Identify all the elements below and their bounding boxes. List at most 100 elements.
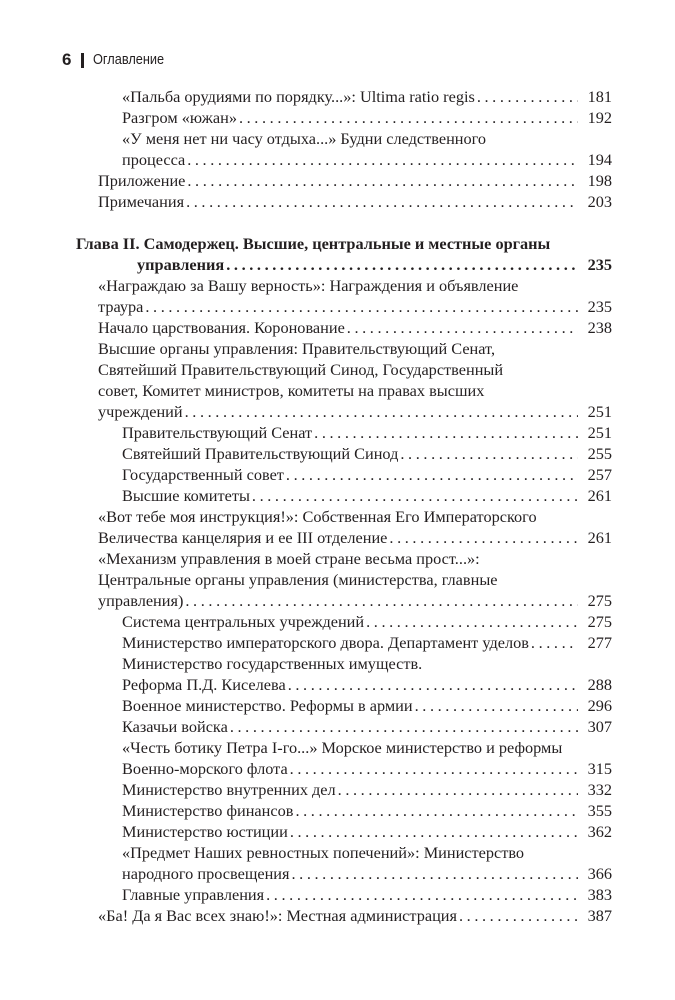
dot-leader: ........................................… bbox=[238, 108, 578, 127]
toc-entry-line: управления..............................… bbox=[0, 254, 612, 275]
toc-entry-title: Система центральных учреждений bbox=[122, 612, 365, 631]
toc-entry-title: «Пальба орудиями по порядку...»: Ultima … bbox=[122, 87, 475, 106]
toc-entry[interactable]: Министерство юстиции....................… bbox=[0, 821, 612, 842]
toc-entry-line: Военное министерство. Реформы в армии...… bbox=[0, 695, 612, 716]
toc-entry-title: управления bbox=[137, 255, 225, 274]
toc-entry[interactable]: «Награждаю за Вашу верность»: Награждени… bbox=[0, 275, 612, 317]
toc-entry-line: «Пальба орудиями по порядку...»: Ultima … bbox=[0, 86, 612, 107]
toc-entry-line: Центральные органы управления (министерс… bbox=[0, 569, 612, 590]
dot-leader: ........................................… bbox=[266, 885, 578, 904]
toc-page-number: 307 bbox=[587, 717, 612, 736]
dot-leader: ........................................… bbox=[366, 612, 578, 631]
toc-page-number: 192 bbox=[587, 108, 612, 127]
dot-leader: ........................................… bbox=[187, 171, 578, 190]
dot-leader: ........................................… bbox=[337, 780, 578, 799]
toc-entry-line: процесса................................… bbox=[0, 149, 612, 170]
toc-entry[interactable]: Система центральных учреждений..........… bbox=[0, 611, 612, 632]
dot-leader: ........................................… bbox=[291, 864, 579, 883]
toc-entry-title: «Механизм управления в моей стране весьм… bbox=[98, 549, 480, 568]
toc-entry[interactable]: «У меня нет ни часу отдыха...» Будни сле… bbox=[0, 128, 612, 170]
header-divider bbox=[81, 52, 85, 68]
dot-leader: ........................................… bbox=[145, 297, 578, 316]
toc-entry-title: Казачьи войска bbox=[122, 717, 228, 736]
toc-page-number: 355 bbox=[587, 801, 612, 820]
toc-entry-line: Государственный совет...................… bbox=[0, 464, 612, 485]
toc-entry-title: Приложение bbox=[98, 171, 186, 190]
toc-entry-line: Главные управления......................… bbox=[0, 884, 612, 905]
toc-entry-title: «Награждаю за Вашу верность»: Награждени… bbox=[98, 276, 519, 295]
toc-entry-title: совет, Комитет министров, комитеты на пр… bbox=[98, 381, 485, 400]
toc-entry-title: Реформа П.Д. Киселева bbox=[122, 675, 286, 694]
toc-entry[interactable]: Министерство внутренних дел.............… bbox=[0, 779, 612, 800]
toc-entry[interactable]: Начало царствования. Коронование........… bbox=[0, 317, 612, 338]
toc-entry-line: «Вот тебе моя инструкция!»: Собственная … bbox=[0, 506, 612, 527]
toc-entry[interactable]: Высшие комитеты.........................… bbox=[0, 485, 612, 506]
running-header: 6 Оглавление bbox=[62, 50, 174, 70]
dot-leader: ........................................… bbox=[530, 633, 578, 652]
toc-entry-line: Военно-морского флота...................… bbox=[0, 758, 612, 779]
toc-entry-line: Святейший Правительствующий Синод, Госуд… bbox=[0, 359, 612, 380]
toc-entry-title: «Предмет Наших ревностных попечений»: Ми… bbox=[122, 843, 525, 862]
toc-entry[interactable]: Святейший Правительствующий Синод.......… bbox=[0, 443, 612, 464]
toc-entry-line: «Честь ботику Петра I-го...» Морское мин… bbox=[0, 737, 612, 758]
toc-entry-line: «Механизм управления в моей стране весьм… bbox=[0, 548, 612, 569]
running-title: Оглавление bbox=[93, 52, 165, 68]
dot-leader: ........................................… bbox=[314, 423, 578, 442]
toc-entry-line: Система центральных учреждений..........… bbox=[0, 611, 612, 632]
toc-entry[interactable]: Казачьи войска..........................… bbox=[0, 716, 612, 737]
toc-entry[interactable]: Высшие органы управления: Правительствую… bbox=[0, 338, 612, 422]
toc-page-number: 275 bbox=[587, 591, 612, 610]
toc-entry-line: народного просвещения...................… bbox=[0, 863, 612, 884]
toc-entry[interactable]: Приложение..............................… bbox=[0, 170, 612, 191]
toc-entry-title: Разгром «южан» bbox=[122, 108, 237, 127]
toc-entry[interactable]: Министерство финансов...................… bbox=[0, 800, 612, 821]
toc-entry-title: Министерство внутренних дел bbox=[122, 780, 336, 799]
dot-leader: ........................................… bbox=[414, 696, 578, 715]
toc-entry-title: управления) bbox=[98, 591, 184, 610]
toc-entry-title: Глава II. Самодержец. Высшие, центральны… bbox=[76, 234, 551, 253]
toc-entry[interactable]: Министерство государственных имуществ. Ре… bbox=[0, 653, 612, 695]
toc-entry[interactable]: Государственный совет...................… bbox=[0, 464, 612, 485]
toc-entry[interactable]: «Честь ботику Петра I-го...» Морское мин… bbox=[0, 737, 612, 779]
dot-leader: ........................................… bbox=[476, 87, 578, 106]
toc-entry-line: Начало царствования. Коронование........… bbox=[0, 317, 612, 338]
toc-page-number: 366 bbox=[587, 864, 612, 883]
toc-entry-title: Высшие комитеты bbox=[122, 486, 250, 505]
toc-entry-line: Казачьи войска..........................… bbox=[0, 716, 612, 737]
dot-leader: ........................................… bbox=[400, 444, 578, 463]
toc-entry[interactable]: Разгром «южан»..........................… bbox=[0, 107, 612, 128]
toc-page-number: 261 bbox=[587, 486, 612, 505]
toc-entry[interactable]: «Вот тебе моя инструкция!»: Собственная … bbox=[0, 506, 612, 548]
toc-entry-line: Министерство императорского двора. Депар… bbox=[0, 632, 612, 653]
toc-entry-title: Святейший Правительствующий Синод, Госуд… bbox=[98, 360, 504, 379]
page-number: 6 bbox=[62, 50, 72, 69]
dot-leader: ........................................… bbox=[285, 465, 578, 484]
dot-leader: ........................................… bbox=[251, 486, 578, 505]
toc-entry[interactable]: «Механизм управления в моей стране весьм… bbox=[0, 548, 612, 611]
toc-entry-title: Министерство юстиции bbox=[122, 822, 288, 841]
dot-leader: ........................................… bbox=[287, 675, 578, 694]
toc-entry-title: траура bbox=[98, 297, 144, 316]
toc-entry[interactable]: «Ба! Да я Вас всех знаю!»: Местная админ… bbox=[0, 905, 612, 926]
toc-entry[interactable]: Примечания..............................… bbox=[0, 191, 612, 212]
toc-entry-title: Государственный совет bbox=[122, 465, 284, 484]
toc-page-number: 251 bbox=[587, 423, 612, 442]
toc-entry[interactable]: «Пальба орудиями по порядку...»: Ultima … bbox=[0, 86, 612, 107]
toc-entry[interactable]: Правительствующий Сенат.................… bbox=[0, 422, 612, 443]
toc-entry-title: Военное министерство. Реформы в армии bbox=[122, 696, 413, 715]
toc-entry[interactable]: Военное министерство. Реформы в армии...… bbox=[0, 695, 612, 716]
toc-entry[interactable]: «Предмет Наших ревностных попечений»: Ми… bbox=[0, 842, 612, 884]
toc-entry[interactable]: Министерство императорского двора. Депар… bbox=[0, 632, 612, 653]
toc-chapter[interactable]: Глава II. Самодержец. Высшие, центральны… bbox=[0, 233, 612, 275]
dot-leader: ........................................… bbox=[295, 801, 578, 820]
toc-entry-line: «У меня нет ни часу отдыха...» Будни сле… bbox=[0, 128, 612, 149]
toc-entry-line: учреждений..............................… bbox=[0, 401, 612, 422]
toc-entry-title: учреждений bbox=[98, 402, 183, 421]
toc-entry-line: Разгром «южан»..........................… bbox=[0, 107, 612, 128]
toc-entry-line: Министерство юстиции....................… bbox=[0, 821, 612, 842]
toc-entry-title: «У меня нет ни часу отдыха...» Будни сле… bbox=[122, 129, 487, 148]
toc-entry[interactable]: Главные управления......................… bbox=[0, 884, 612, 905]
toc-entry-title: «Честь ботику Петра I-го...» Морское мин… bbox=[122, 738, 563, 757]
toc-page-number: 387 bbox=[587, 906, 612, 925]
toc-page-number: 315 bbox=[587, 759, 612, 778]
